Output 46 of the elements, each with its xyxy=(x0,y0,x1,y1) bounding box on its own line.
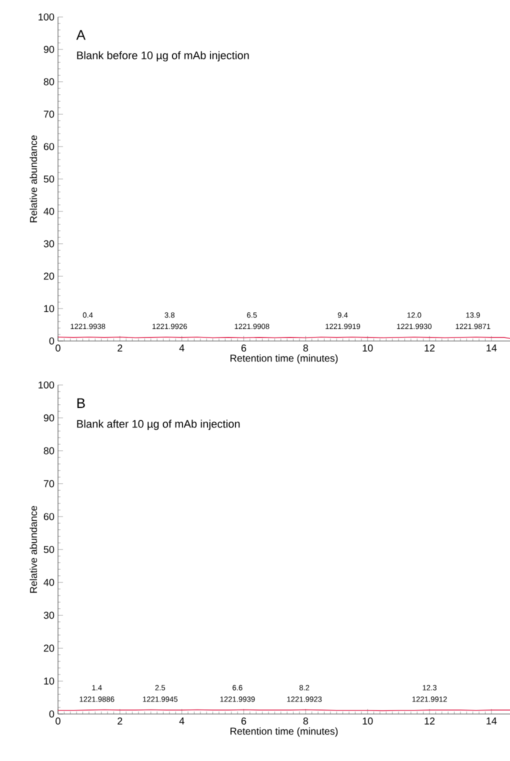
x-tick-label: 10 xyxy=(362,344,373,352)
y-tick-label: 40 xyxy=(44,208,54,215)
x-axis-title: Retention time (minutes) xyxy=(230,727,338,737)
y-tick-label: 100 xyxy=(38,13,54,21)
y-tick-label: 10 xyxy=(44,678,54,685)
x-tick-label: 8 xyxy=(303,344,308,352)
text: B xyxy=(77,398,85,408)
text: Blank before 10 µg of mAb injection xyxy=(77,51,249,62)
y-tick-label: 50 xyxy=(44,175,54,183)
x-tick-label: 2 xyxy=(118,344,122,352)
y-tick-label: 90 xyxy=(44,414,54,422)
y-axis-title: Relative abundance xyxy=(30,506,38,593)
y-tick-label: 70 xyxy=(44,480,54,488)
y-tick-label: 60 xyxy=(44,513,54,520)
y-tick-label: 10 xyxy=(44,305,54,312)
y-tick-label: 0 xyxy=(49,710,54,718)
x-tick-label: 14 xyxy=(486,344,497,352)
y-tick-label: 70 xyxy=(44,110,54,118)
y-tick-label: 60 xyxy=(44,143,54,150)
x-tick-label: 6 xyxy=(241,344,246,352)
y-tick-label: 90 xyxy=(44,46,54,53)
y-tick-label: 20 xyxy=(44,644,54,652)
x-tick-label: 10 xyxy=(362,718,373,725)
y-tick-label: 40 xyxy=(44,578,54,586)
x-tick-label: 12 xyxy=(424,344,435,352)
y-tick-label: 50 xyxy=(44,546,54,554)
x-tick-label: 2 xyxy=(118,718,122,724)
y-tick-label: 100 xyxy=(38,381,54,389)
y-tick-label: 20 xyxy=(44,272,54,280)
y-tick-label: 80 xyxy=(44,78,54,86)
text: Blank after 10 µg of mAb injection xyxy=(77,420,240,430)
y-tick-label: 0 xyxy=(49,337,54,345)
x-tick-label: 8 xyxy=(303,718,308,725)
y-axis-title: Relative abundance xyxy=(30,135,38,222)
y-tick-label: 80 xyxy=(44,447,54,454)
x-tick-label: 0 xyxy=(56,344,60,352)
x-tick-label: 4 xyxy=(179,718,184,724)
x-tick-label: 12 xyxy=(424,718,435,724)
x-tick-label: 14 xyxy=(486,718,497,724)
y-tick-label: 30 xyxy=(44,240,54,248)
x-axis-title: Retention time (minutes) xyxy=(230,354,338,364)
x-tick-label: 0 xyxy=(56,718,60,725)
x-tick-label: 4 xyxy=(179,344,184,352)
text: A xyxy=(76,30,86,40)
y-tick-label: 30 xyxy=(44,612,54,619)
x-tick-label: 6 xyxy=(241,718,246,725)
